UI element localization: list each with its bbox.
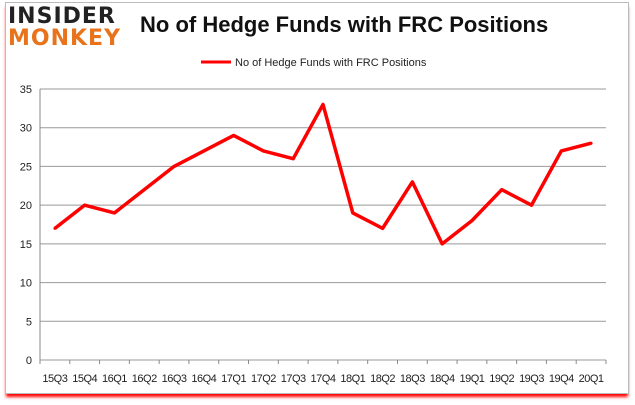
x-tick-label: 15Q4 (72, 373, 97, 385)
y-tick-label: 5 (26, 316, 32, 328)
x-tick-label: 19Q1 (459, 373, 484, 385)
y-tick-label: 20 (20, 200, 32, 212)
x-tick-label: 17Q3 (281, 373, 306, 385)
data-point (142, 188, 146, 192)
x-tick-label: 16Q2 (132, 373, 157, 385)
x-tick-label: 16Q3 (162, 373, 187, 385)
x-tick-label: 18Q2 (370, 373, 395, 385)
x-tick-label: 16Q4 (191, 373, 216, 385)
data-point (530, 203, 534, 207)
chart-frame (5, 2, 629, 394)
data-point (470, 219, 474, 223)
data-point (261, 149, 265, 153)
data-point (321, 102, 325, 106)
data-point (500, 188, 504, 192)
data-point (232, 133, 236, 137)
x-tick-label: 19Q3 (519, 373, 544, 385)
x-tick-label: 15Q3 (42, 373, 67, 385)
chart-title: No of Hedge Funds with FRC Positions (140, 12, 549, 37)
x-tick-label: 19Q4 (549, 373, 574, 385)
x-tick-label: 17Q2 (251, 373, 276, 385)
y-tick-label: 15 (20, 239, 32, 251)
logo-line1: INSIDER (8, 4, 116, 29)
data-point (440, 242, 444, 246)
x-tick-label: 17Q1 (221, 373, 246, 385)
x-tick-label: 20Q1 (579, 373, 604, 385)
data-point (172, 164, 176, 168)
data-point (589, 141, 593, 145)
data-point (83, 203, 87, 207)
x-tick-label: 18Q4 (430, 373, 455, 385)
data-point (112, 211, 116, 215)
x-tick-label: 16Q1 (102, 373, 127, 385)
data-point (381, 226, 385, 230)
x-tick-label: 18Q3 (400, 373, 425, 385)
data-point (410, 180, 414, 184)
data-point (559, 149, 563, 153)
legend-label: No of Hedge Funds with FRC Positions (235, 57, 427, 69)
data-point (53, 226, 57, 230)
y-tick-label: 25 (20, 161, 32, 173)
y-tick-label: 0 (26, 355, 32, 367)
insider-monkey-logo: INSIDER MONKEY (8, 6, 121, 50)
y-tick-label: 35 (20, 84, 32, 96)
y-tick-label: 30 (20, 123, 32, 135)
x-tick-label: 19Q2 (489, 373, 514, 385)
data-point (202, 149, 206, 153)
x-tick-label: 17Q4 (311, 373, 336, 385)
y-tick-label: 10 (20, 278, 32, 290)
logo-line2: MONKEY (8, 26, 122, 51)
data-point (351, 211, 355, 215)
series-line (53, 102, 592, 246)
x-tick-label: 18Q1 (340, 373, 365, 385)
data-point (291, 157, 295, 161)
